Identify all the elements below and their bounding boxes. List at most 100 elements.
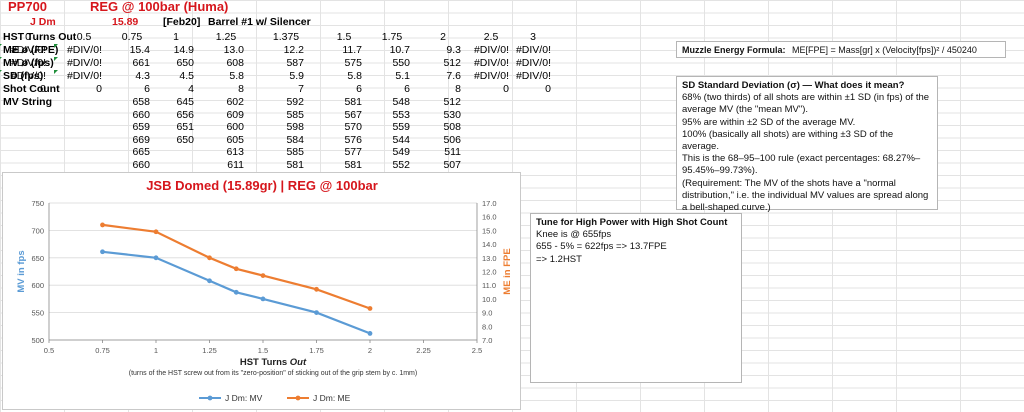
table-cell: 0 [96, 83, 102, 95]
mv-string-cell: 576 [344, 133, 362, 146]
mv-string-cell: 609 [226, 108, 244, 121]
mv-string-cell: 508 [443, 121, 461, 133]
mv-string-cell: 581 [344, 158, 362, 171]
mv-string-cell: 581 [286, 158, 304, 171]
chart-title: JSB Domed (15.89gr) | REG @ 100bar [146, 178, 378, 193]
table-cell: 14.9 [173, 44, 194, 56]
table-cell: #DIV/0! [473, 57, 509, 69]
turns-cell: 2.5 [483, 31, 499, 43]
table-cell: 11.7 [342, 44, 362, 56]
y-left-tick-label: 650 [31, 254, 44, 263]
mv-string-cell: 506 [443, 133, 461, 146]
x-axis-note: (turns of the HST screw out from its "ze… [129, 370, 417, 377]
table-cell: 0 [545, 83, 551, 95]
turns-cell: 1.75 [381, 31, 403, 43]
mv-string-cell: 530 [443, 108, 461, 121]
table-cell: 0 [503, 83, 509, 95]
y-right-tick-label: 7.0 [482, 336, 492, 345]
table-cell: #DIV/0! [0, 57, 46, 69]
y-right-tick-label: 15.0 [482, 226, 497, 235]
turns-cell: 1.375 [272, 31, 300, 43]
mv-string-cell: 549 [392, 146, 410, 158]
chart-container[interactable]: JSB Domed (15.89gr) | REG @ 100bar 500 550… [2, 172, 521, 410]
mv-string-cell: 512 [443, 96, 461, 108]
mv-string-cell: 507 [443, 158, 461, 171]
x-tick-label: 1.75 [309, 346, 324, 355]
mv-string-cell: 669 [132, 133, 150, 146]
mv-string-cell: 602 [226, 96, 244, 108]
formula-note: Muzzle Energy Formula: ME[FPE] = Mass[gr… [676, 41, 1006, 58]
table-cell: 5.9 [289, 70, 304, 82]
row-label: SD (fps) [3, 70, 44, 82]
sd-note-line: 95% are within ±2 SD of the average MV. [682, 116, 856, 128]
legend-entry: J Dm: MV [225, 393, 263, 403]
data-point [367, 306, 373, 311]
data-point [100, 249, 105, 255]
data-point [100, 222, 105, 228]
y-right-tick-label: 9.0 [482, 309, 492, 318]
turns-cell: 3 [530, 31, 536, 43]
row-label: MV ø (fps) [3, 57, 54, 69]
table-cell: #DIV/0! [515, 57, 551, 69]
formula-label: Muzzle Energy Formula: [682, 45, 786, 55]
tune-note-body: Knee is @ 655fps 655 - 5% = 622fps => 13.… [536, 229, 736, 266]
table-cell: 512 [443, 57, 461, 69]
mv-string-cell: 659 [132, 121, 150, 133]
table-cell: 587 [286, 57, 304, 69]
pellet-label: J Dm [30, 16, 56, 28]
tune-note-line: 655 - 5% = 622fps => 13.7FPE [536, 241, 667, 253]
turns-cell: 0.5 [76, 31, 92, 43]
sd-note-line: 68% (two thirds) of all shots are within… [682, 92, 930, 104]
table-cell: 6 [144, 83, 150, 95]
data-point [207, 255, 212, 261]
sheet-title: PP700 [8, 0, 48, 14]
sd-note-line: (Requirement: The MV of the shots have a… [682, 177, 896, 189]
sd-note-line: 100% (basically all shots) are withing ±… [682, 128, 894, 153]
mv-string-cell: 548 [392, 96, 410, 108]
x-tick-label: 1.5 [258, 346, 268, 355]
data-point [260, 296, 266, 302]
mv-string-cell: 584 [286, 133, 304, 146]
mv-string-cell: 598 [286, 121, 304, 133]
tune-note-line: Knee is @ 655fps [536, 229, 612, 241]
x-tick-label: 2.25 [416, 346, 431, 355]
tune-note-heading: Tune for High Power with High Shot Count [536, 217, 728, 228]
x-axis-label-main: HST Turns [240, 357, 290, 368]
data-point [153, 229, 159, 235]
mv-string-cell: 611 [227, 158, 244, 171]
table-cell: 8 [455, 83, 461, 95]
y-right-tick-label: 16.0 [482, 213, 497, 222]
mv-string-cell: 559 [392, 121, 410, 133]
y-right-tick-label: 8.0 [482, 322, 492, 331]
mv-string-cell: 660 [132, 108, 150, 121]
tune-note: Tune for High Power with High Shot Count… [530, 213, 742, 383]
mv-string-cell: 600 [226, 121, 244, 133]
y-right-axis-label: ME in FPE [502, 248, 513, 294]
row-label: ME ø (FPE) [3, 44, 59, 56]
y-right-tick-label: 12.0 [482, 268, 497, 277]
turns-cell: 2 [440, 31, 446, 43]
sd-note-body: 68% (two thirds) of all shots are within… [682, 92, 932, 214]
sd-note-line: average MV (the "mean MV"). [682, 104, 809, 116]
mv-string-cell: 613 [226, 146, 244, 158]
mv-string-cell: 665 [132, 146, 150, 158]
table-cell: 661 [132, 57, 150, 69]
x-tick-label: 1.25 [202, 346, 217, 355]
y-right-tick-label: 13.0 [482, 254, 497, 263]
table-cell: 575 [344, 57, 362, 69]
sd-note-heading: SD Standard Deviation (σ) — What does it… [682, 80, 905, 91]
table-cell: #DIV/0! [54, 70, 102, 82]
x-axis-label: HST Turns Out [240, 357, 307, 368]
sd-note-line: This is the 68–95–100 rule (exact percen… [682, 153, 921, 165]
table-cell: 7 [298, 83, 304, 95]
data-point [260, 273, 266, 279]
formula-text: ME[FPE] = Mass[gr] x (Velocity[fps])² / … [792, 45, 977, 55]
sd-note-line: a bell-shaped curve.) [682, 202, 771, 214]
mv-string-cell: 660 [132, 158, 150, 171]
table-cell: 8 [238, 83, 244, 95]
mv-string-cell: 553 [392, 108, 410, 121]
table-cell: 9.3 [446, 44, 461, 56]
mv-string-cell: 577 [344, 146, 362, 158]
x-tick-label: 2 [368, 346, 372, 355]
y-left-tick-label: 500 [31, 336, 44, 345]
